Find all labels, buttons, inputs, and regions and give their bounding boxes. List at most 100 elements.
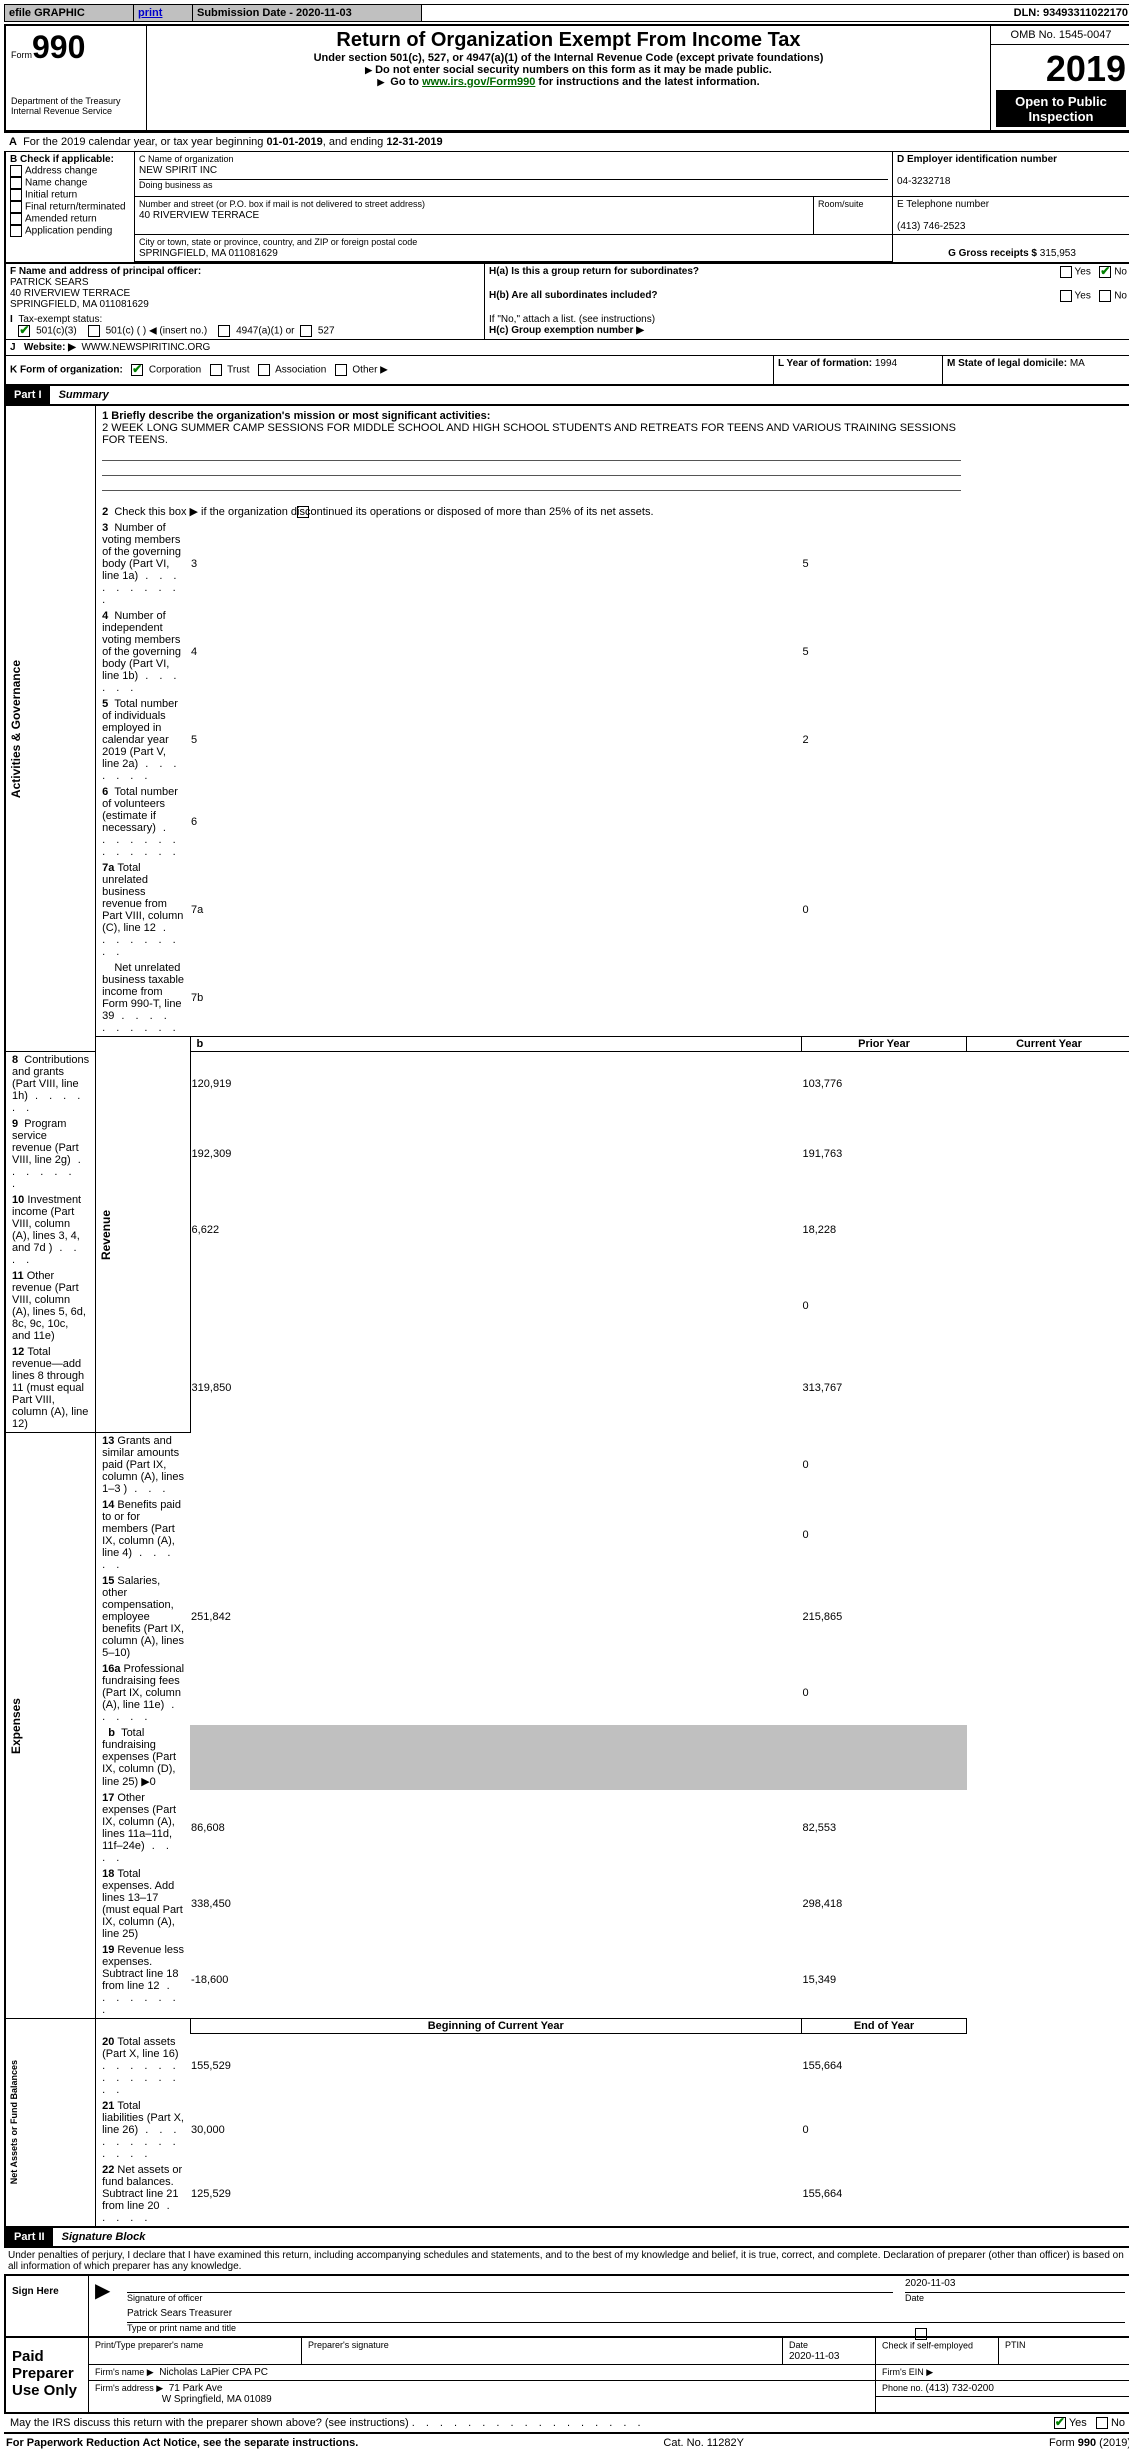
rev-header-row: Revenue b Prior Year Current Year xyxy=(5,1037,1129,1052)
exp-row-18: 18 Total expenses. Add lines 13–17 (must… xyxy=(5,1866,1129,1942)
n3: 3 xyxy=(102,522,108,534)
d15: Salaries, other compensation, employee b… xyxy=(102,1575,184,1659)
part1-label: Part I xyxy=(6,386,50,404)
org-name: NEW SPIRIT INC xyxy=(139,165,217,176)
exp-row-16a: 16a Professional fundraising fees (Part … xyxy=(5,1661,1129,1725)
firm-ein-label: Firm's EIN ▶ xyxy=(882,2367,933,2377)
v4: 5 xyxy=(802,608,967,696)
trust-checkbox[interactable] xyxy=(210,364,222,376)
net-side-label: Net Assets or Fund Balances xyxy=(7,2054,21,2190)
form-title: Return of Organization Exempt From Incom… xyxy=(152,29,985,52)
ha-yes-checkbox[interactable] xyxy=(1060,266,1072,278)
firm-name-label: Firm's name ▶ xyxy=(95,2367,154,2377)
website-cell: J Website: ▶ WWW.NEWSPIRITINC.ORG xyxy=(5,340,1129,356)
gross-receipts: 315,953 xyxy=(1040,248,1076,259)
hb-no-checkbox[interactable] xyxy=(1099,290,1111,302)
exp-row-19: 19 Revenue less expenses. Subtract line … xyxy=(5,1942,1129,2019)
firm-ein-cell: Firm's EIN ▶ xyxy=(876,2364,1129,2380)
py-header: Prior Year xyxy=(802,1037,967,1052)
b-label: b xyxy=(197,1038,204,1050)
entity-block: B Check if applicable: Address change Na… xyxy=(4,152,1129,262)
discuss-yes: Yes xyxy=(1069,2417,1087,2429)
py10: 6,622 xyxy=(190,1192,801,1268)
cy19: 15,349 xyxy=(802,1942,967,2019)
phone-label: Phone no. xyxy=(882,2383,926,2393)
discontinued-checkbox[interactable] xyxy=(297,506,309,518)
corp-checkbox[interactable] xyxy=(131,364,143,376)
line2-cell: 2 Check this box ▶ if the organization d… xyxy=(96,495,967,520)
discuss-yes-checkbox[interactable] xyxy=(1054,2417,1066,2429)
year-formed: 1994 xyxy=(875,358,897,369)
i-o4: 527 xyxy=(318,326,335,337)
website-label: Website: ▶ xyxy=(24,342,76,353)
assoc-checkbox[interactable] xyxy=(258,364,270,376)
app-pending-checkbox[interactable] xyxy=(10,225,22,237)
discuss-no: No xyxy=(1111,2417,1125,2429)
sig-name-cell: Patrick Sears Treasurer Type or print na… xyxy=(121,2306,1129,2337)
form990-link[interactable]: www.irs.gov/Form990 xyxy=(422,76,535,88)
n14: 14 xyxy=(102,1499,114,1511)
gov-sidebar: Activities & Governance xyxy=(5,406,96,1052)
py16b xyxy=(190,1725,801,1790)
discuss-row: May the IRS discuss this return with the… xyxy=(4,2414,1129,2434)
c-name-label: C Name of organization xyxy=(139,154,234,164)
other-checkbox[interactable] xyxy=(335,364,347,376)
self-employed-checkbox[interactable] xyxy=(915,2328,927,2340)
footer-right: Form 990 (2019) xyxy=(1049,2437,1129,2449)
final-return-checkbox[interactable] xyxy=(10,201,22,213)
firm-phone: (413) 732-0200 xyxy=(926,2383,994,2394)
initial-return-checkbox[interactable] xyxy=(10,189,22,201)
b4: 4 xyxy=(190,608,801,696)
amended-checkbox[interactable] xyxy=(10,213,22,225)
n17: 17 xyxy=(102,1792,114,1804)
self-emp-cell: Check if self-employed xyxy=(876,2338,999,2365)
eoy-header: End of Year xyxy=(802,2019,967,2034)
print-link[interactable]: print xyxy=(134,5,193,22)
opt-final: Final return/terminated xyxy=(25,202,126,213)
hb-no: No xyxy=(1114,291,1127,302)
submission-label: Submission Date - xyxy=(197,7,296,19)
box-c-name: C Name of organization NEW SPIRIT INC Do… xyxy=(135,152,893,197)
dots-icon: . . . . . . . . . . xyxy=(102,1010,180,1034)
n9: 9 xyxy=(12,1118,18,1130)
paid-preparer-block: Paid Preparer Use Only Print/Type prepar… xyxy=(4,2338,1129,2414)
501c-checkbox[interactable] xyxy=(88,325,100,337)
cy16b xyxy=(802,1725,967,1790)
net-row-21: 21 Total liabilities (Part X, line 26) .… xyxy=(5,2098,1129,2162)
dln-cell: DLN: 93493311022170 xyxy=(422,5,1129,22)
n5: 5 xyxy=(102,698,108,710)
name-change-checkbox[interactable] xyxy=(10,177,22,189)
box-e: E Telephone number (413) 746-2523 xyxy=(893,197,1129,235)
n8: 8 xyxy=(12,1054,18,1066)
box-d: D Employer identification number 04-3232… xyxy=(893,152,1129,197)
top-bar: efile GRAPHIC print Submission Date - 20… xyxy=(4,4,1129,22)
cy9: 191,763 xyxy=(802,1116,967,1192)
city: SPRINGFIELD, MA 011081629 xyxy=(139,248,278,259)
d12: Total revenue—add lines 8 through 11 (mu… xyxy=(12,1346,88,1430)
discuss-no-checkbox[interactable] xyxy=(1096,2417,1108,2429)
k-other: Other ▶ xyxy=(352,365,387,376)
subtitle-3: Go to www.irs.gov/Form990 for instructio… xyxy=(152,76,985,88)
py8: 120,919 xyxy=(190,1052,801,1117)
prep-sig-label: Preparer's signature xyxy=(308,2340,389,2350)
check-label: Check if self-employed xyxy=(882,2340,973,2350)
b3: 3 xyxy=(190,520,801,608)
501c3-checkbox[interactable] xyxy=(18,325,30,337)
i-o3: 4947(a)(1) or xyxy=(236,326,294,337)
4947-checkbox[interactable] xyxy=(218,325,230,337)
g-label: G Gross receipts $ xyxy=(948,248,1040,259)
b7a: 7a xyxy=(190,860,801,960)
k-corp: Corporation xyxy=(149,365,201,376)
footer: For Paperwork Reduction Act Notice, see … xyxy=(4,2434,1129,2452)
opt-pend: Application pending xyxy=(25,226,112,237)
box-hb: H(b) Are all subordinates included? xyxy=(485,288,1004,312)
527-checkbox[interactable] xyxy=(300,325,312,337)
hb-yes-checkbox[interactable] xyxy=(1060,290,1072,302)
print-name-label: Print/Type preparer's name xyxy=(95,2340,203,2350)
ha-no-checkbox[interactable] xyxy=(1099,266,1111,278)
gov-row-5: 5 Total number of individuals employed i… xyxy=(5,696,1129,784)
addr-change-checkbox[interactable] xyxy=(10,165,22,177)
firm-phone-cell: Phone no. (413) 732-0200 xyxy=(876,2380,1129,2396)
submission-date: 2020-11-03 xyxy=(296,7,352,19)
exp-row-14: 14 Benefits paid to or for members (Part… xyxy=(5,1497,1129,1573)
